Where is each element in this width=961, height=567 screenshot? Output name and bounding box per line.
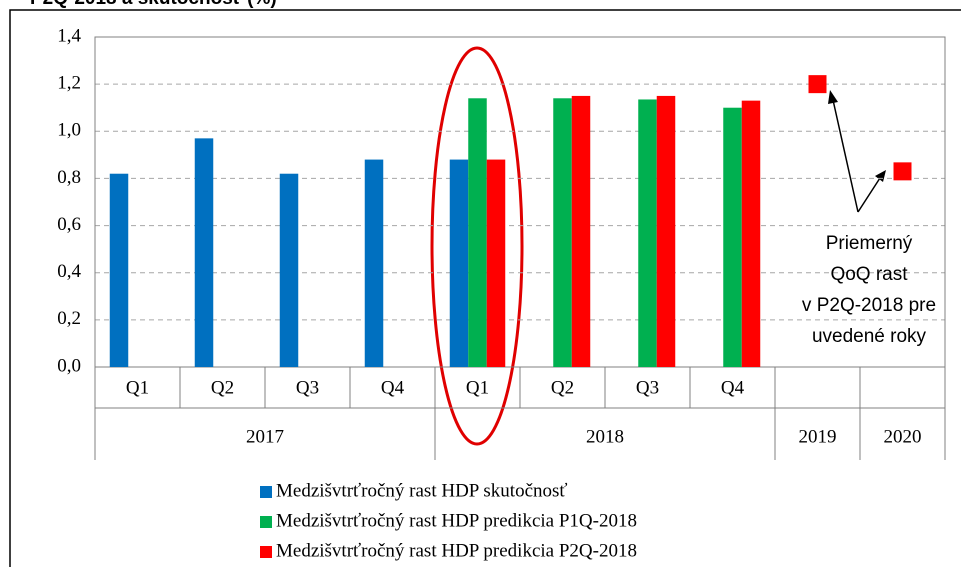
- highlight-oval: [430, 46, 524, 446]
- bar: [553, 98, 572, 368]
- bar: [723, 107, 742, 367]
- x-tick-label: Q3: [296, 377, 319, 398]
- y-tick-label: 0,8: [57, 167, 81, 188]
- legend-label: Medzišvtrťročný rast HDP predikcia P1Q-2…: [276, 510, 637, 531]
- legend-label: Medzišvtrťročný rast HDP predikcia P2Q-2…: [276, 540, 637, 561]
- annotation: QoQ rast: [830, 264, 908, 285]
- arrowhead: [828, 90, 838, 104]
- arrow: [832, 99, 859, 213]
- bar: [638, 99, 657, 367]
- annotation: Priemerný: [826, 233, 913, 254]
- legend-swatch: [260, 546, 272, 558]
- legend-label: Medzišvtrťročný rast HDP skutočnosť: [276, 480, 568, 501]
- arrowhead: [875, 170, 886, 182]
- x-tick-label: Q2: [551, 377, 574, 398]
- x-tick-label: Q2: [211, 377, 234, 398]
- x-tick-label: Q4: [381, 377, 405, 398]
- x-group-label: 2019: [799, 426, 837, 447]
- legend-swatch: [260, 486, 272, 498]
- x-group-label: 2017: [246, 426, 284, 447]
- y-tick-label: 0,4: [57, 261, 81, 282]
- y-tick-label: 0,2: [57, 308, 81, 329]
- bar: [109, 173, 129, 367]
- bar: [571, 95, 591, 367]
- y-tick-label: 1,2: [57, 73, 81, 94]
- y-tick-label: 1,0: [57, 120, 81, 141]
- bar: [279, 173, 299, 367]
- annotation: v P2Q-2018 pre: [802, 295, 936, 316]
- x-tick-label: Q1: [466, 377, 489, 398]
- x-tick-label: Q1: [126, 377, 149, 398]
- x-group-label: 2018: [586, 426, 624, 447]
- bar: [194, 138, 214, 367]
- frame: [9, 9, 961, 567]
- annotation: uvedené roky: [812, 326, 927, 347]
- y-tick-label: 1,4: [57, 25, 81, 46]
- legend-swatch: [260, 516, 272, 528]
- marker: [893, 162, 912, 181]
- bar: [468, 98, 487, 368]
- x-group-label: 2020: [884, 426, 922, 447]
- y-tick-label: 0,0: [57, 355, 81, 376]
- y-tick-label: 0,6: [57, 214, 81, 235]
- bar: [486, 159, 506, 367]
- chart-title: P2Q-2018 a skutočnosť (%): [30, 0, 277, 9]
- marker: [808, 75, 827, 94]
- bar: [656, 95, 676, 367]
- arrow: [857, 177, 881, 213]
- bar: [449, 159, 469, 367]
- x-tick-label: Q3: [636, 377, 659, 398]
- x-tick-label: Q4: [721, 377, 745, 398]
- bar: [741, 100, 761, 368]
- bar: [364, 159, 384, 367]
